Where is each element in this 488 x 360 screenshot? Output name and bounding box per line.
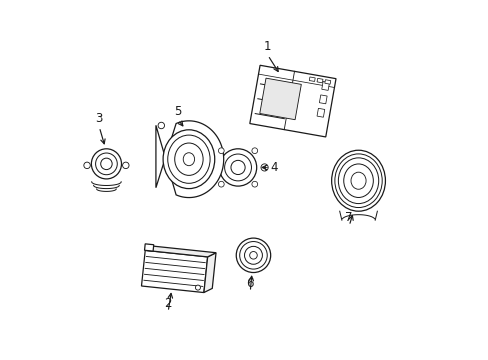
Text: 3: 3 <box>95 112 103 125</box>
Polygon shape <box>316 108 324 117</box>
Circle shape <box>218 148 224 154</box>
Circle shape <box>261 164 267 171</box>
Polygon shape <box>308 77 315 81</box>
Circle shape <box>95 153 117 175</box>
Circle shape <box>83 162 90 168</box>
Ellipse shape <box>350 172 366 189</box>
Ellipse shape <box>343 164 372 198</box>
Ellipse shape <box>338 158 378 203</box>
Circle shape <box>101 158 112 170</box>
Polygon shape <box>319 95 326 104</box>
Text: 2: 2 <box>164 297 171 310</box>
Ellipse shape <box>163 130 214 189</box>
Circle shape <box>122 162 129 168</box>
Circle shape <box>249 252 257 259</box>
Circle shape <box>218 181 224 187</box>
Circle shape <box>158 122 164 129</box>
Ellipse shape <box>183 153 194 166</box>
Text: 7: 7 <box>345 211 352 224</box>
Polygon shape <box>249 65 335 137</box>
Polygon shape <box>156 121 223 198</box>
Circle shape <box>251 148 257 154</box>
Circle shape <box>251 181 257 187</box>
Text: 4: 4 <box>270 161 278 174</box>
Text: 5: 5 <box>174 105 182 118</box>
Text: 1: 1 <box>264 40 271 53</box>
Polygon shape <box>316 78 322 83</box>
Ellipse shape <box>334 154 382 208</box>
Circle shape <box>224 154 251 181</box>
Circle shape <box>230 160 244 175</box>
Polygon shape <box>141 250 207 293</box>
Ellipse shape <box>167 135 210 183</box>
Polygon shape <box>259 78 301 120</box>
Ellipse shape <box>331 150 385 211</box>
Ellipse shape <box>174 143 203 175</box>
Polygon shape <box>144 244 153 251</box>
Circle shape <box>236 238 270 273</box>
Circle shape <box>195 285 200 290</box>
Text: 6: 6 <box>246 277 253 290</box>
Circle shape <box>219 149 256 186</box>
Polygon shape <box>203 253 216 293</box>
Circle shape <box>91 149 121 179</box>
Circle shape <box>244 246 262 264</box>
Circle shape <box>239 242 266 269</box>
Polygon shape <box>324 80 330 84</box>
Polygon shape <box>321 81 329 90</box>
Polygon shape <box>145 246 216 257</box>
